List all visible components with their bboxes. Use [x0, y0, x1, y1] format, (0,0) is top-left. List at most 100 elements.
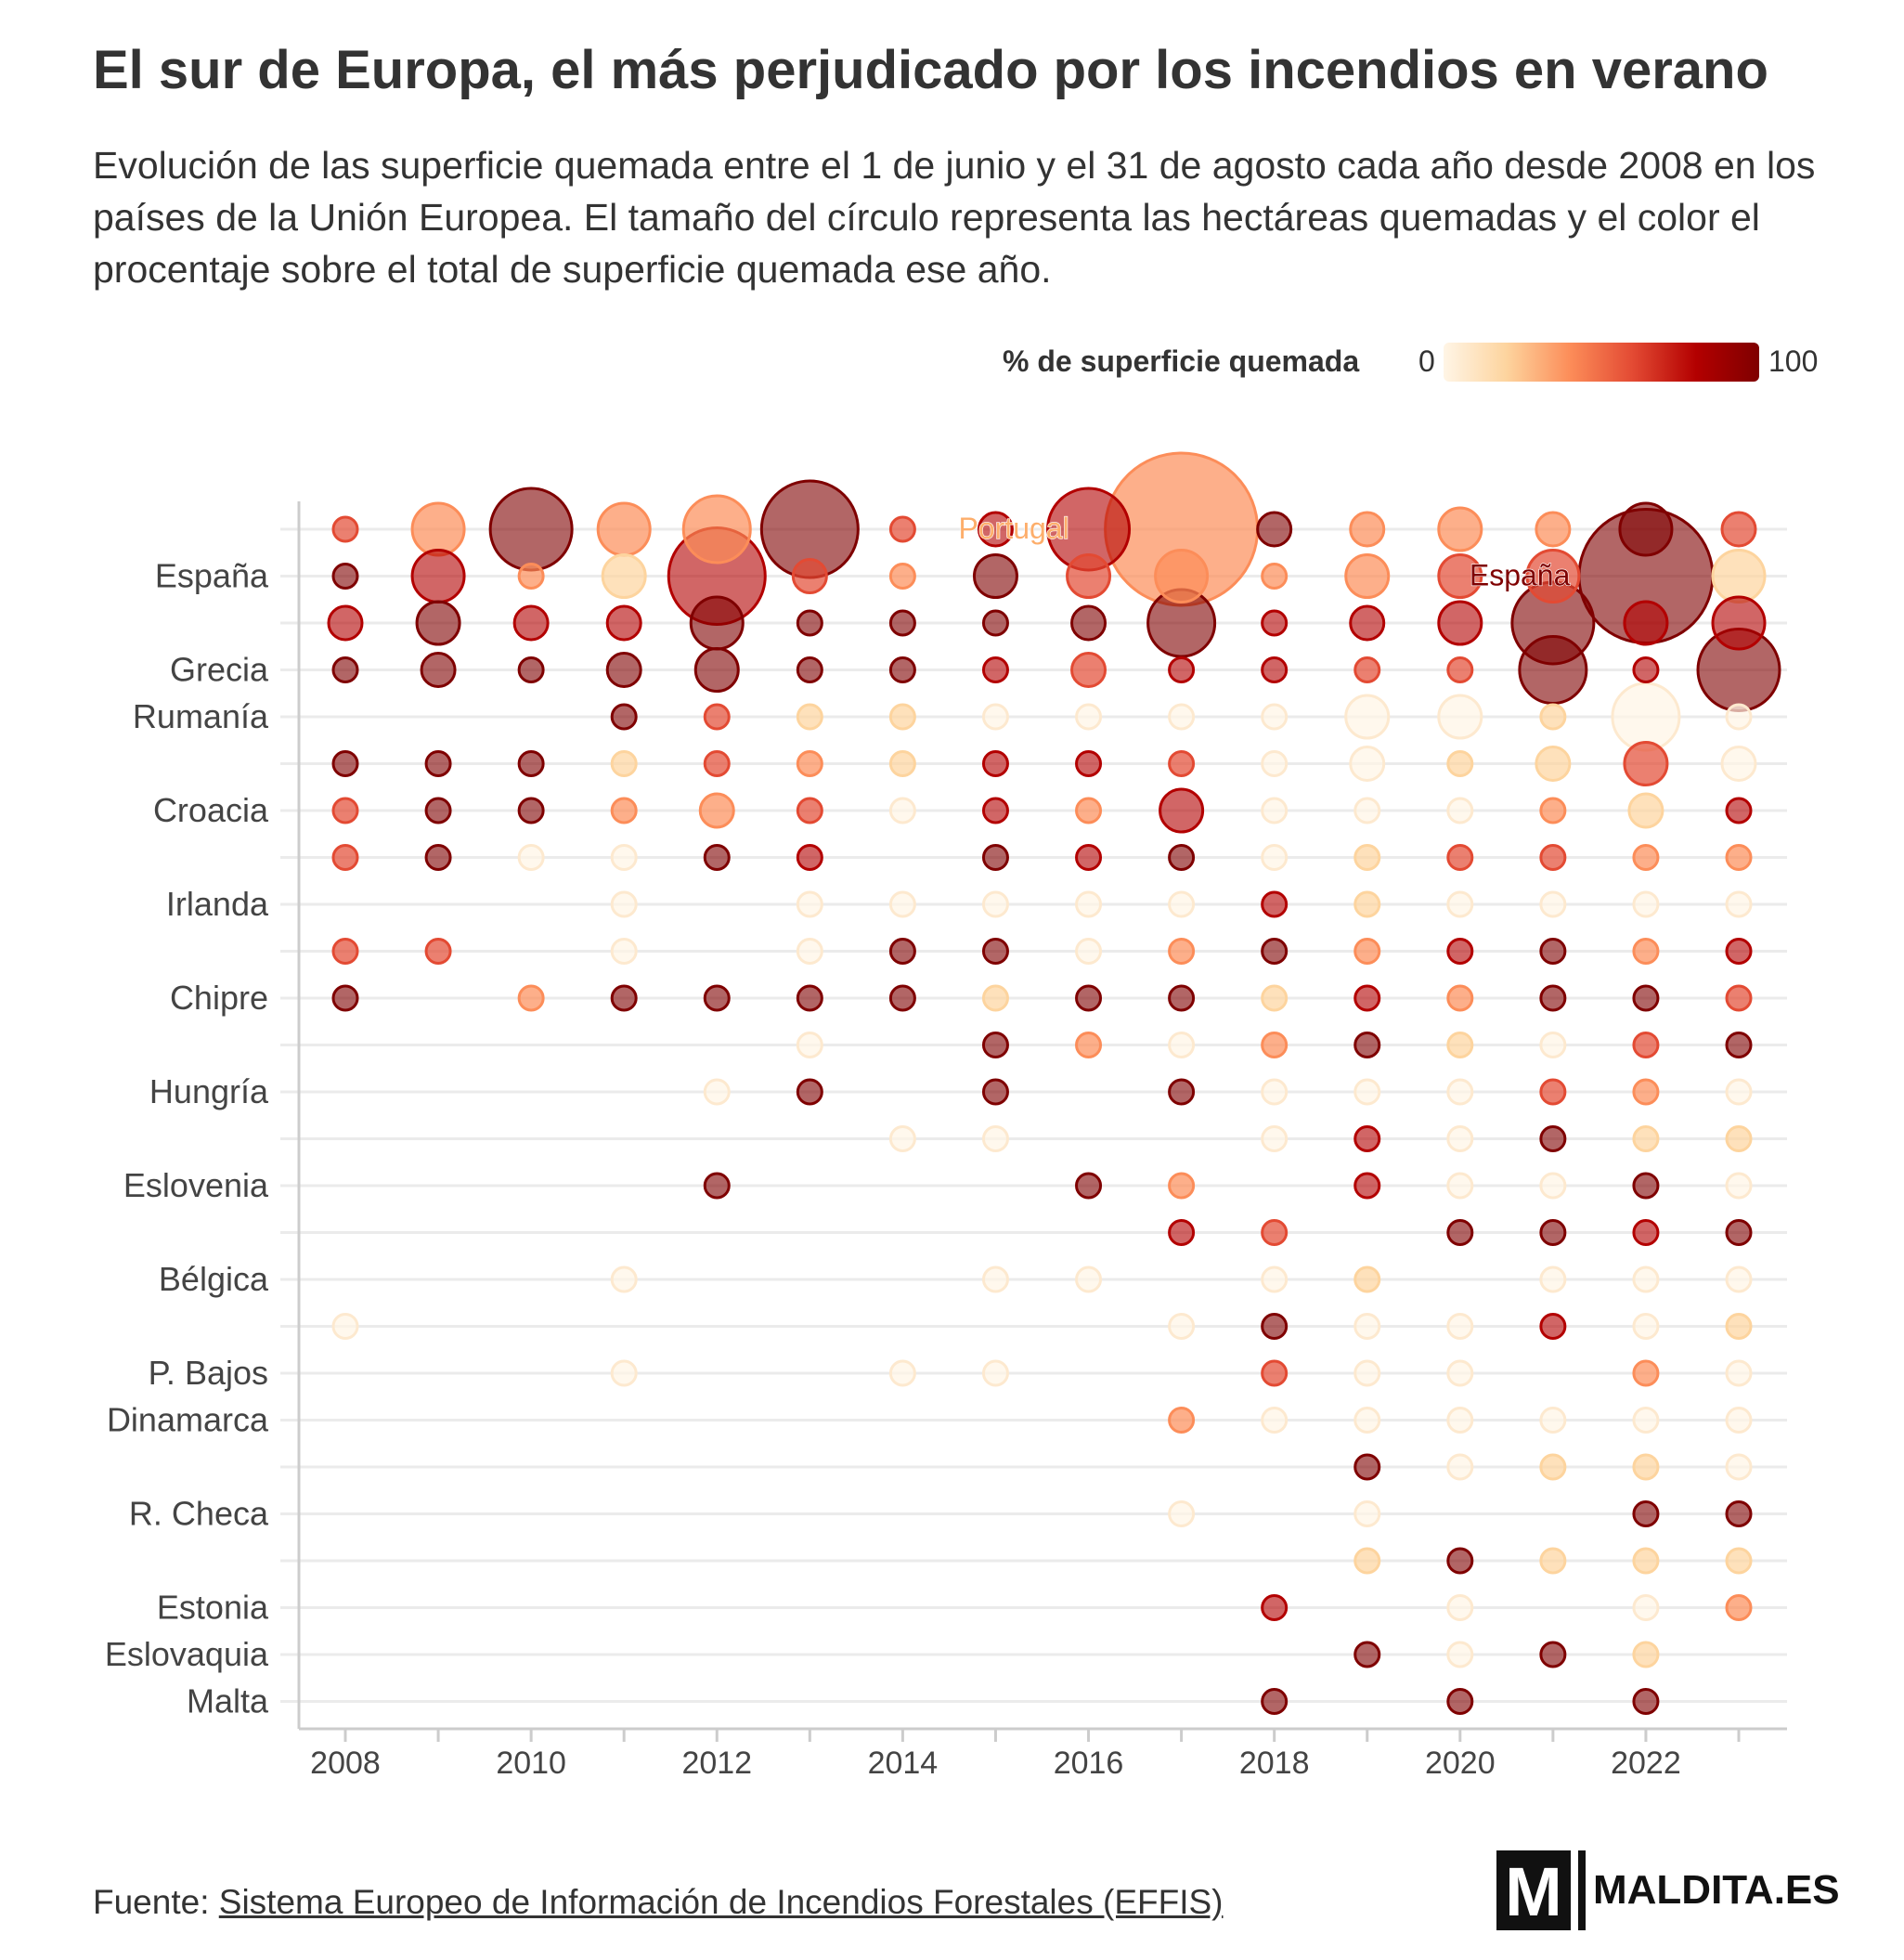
- bubble: [1075, 703, 1103, 731]
- source-link[interactable]: Sistema Europeo de Información de Incend…: [218, 1883, 1224, 1921]
- bubble: [1446, 1172, 1474, 1200]
- bubble: [1725, 797, 1753, 824]
- bubble: [1632, 1313, 1660, 1340]
- bubble: [1632, 938, 1660, 965]
- bubble: [698, 792, 735, 829]
- bubble: [1261, 609, 1289, 637]
- bubble: [888, 656, 916, 683]
- y-tick-label: Eslovaquia: [105, 1635, 269, 1673]
- bubble: [1725, 1219, 1753, 1246]
- bubble: [888, 797, 916, 824]
- bubble: [796, 938, 823, 965]
- logo-divider: [1578, 1850, 1586, 1930]
- bubble: [1168, 1313, 1196, 1340]
- bubble: [1725, 1407, 1753, 1434]
- bubble: [1539, 1453, 1567, 1481]
- x-tick-label: 2008: [310, 1746, 381, 1781]
- bubble: [1725, 844, 1753, 871]
- y-tick-label: Estonia: [157, 1589, 269, 1627]
- bubble: [981, 797, 1009, 824]
- annotations: Portugal España: [958, 511, 1571, 592]
- bubble: [1725, 1594, 1753, 1621]
- bubble: [1632, 1688, 1660, 1715]
- bubble: [1168, 1172, 1196, 1200]
- bubble: [1261, 656, 1289, 683]
- bubble: [1075, 844, 1103, 871]
- legend-max-label: 100: [1768, 344, 1819, 378]
- bubble: [1261, 938, 1289, 965]
- bubble: [605, 604, 642, 642]
- bubble: [331, 1313, 359, 1340]
- bubble: [1539, 1125, 1567, 1152]
- bubble: [1725, 1547, 1753, 1575]
- bubble: [888, 515, 916, 543]
- y-tick-label: Irlanda: [166, 885, 269, 923]
- bubble: [331, 938, 359, 965]
- bubble: [1711, 549, 1767, 604]
- bubble: [693, 647, 740, 693]
- bubble: [888, 938, 916, 965]
- bubble: [1070, 604, 1107, 642]
- bubble: [1725, 1032, 1753, 1058]
- bubble: [1725, 1453, 1753, 1481]
- y-tick-label: Chipre: [170, 979, 268, 1017]
- bubble: [610, 938, 638, 965]
- bubble: [327, 604, 364, 642]
- bubble: [1168, 890, 1196, 918]
- bubble: [796, 844, 823, 871]
- bubble: [1261, 1219, 1289, 1246]
- bubble: [981, 984, 1009, 1012]
- bubble: [1070, 652, 1107, 688]
- bubble: [1623, 741, 1669, 786]
- bubble: [1261, 1359, 1289, 1387]
- bubble: [1725, 1266, 1753, 1293]
- bubble-chart: España Grecia Rumanía Croacia Irlanda Chipre H…: [105, 451, 1787, 1781]
- bubble: [796, 609, 823, 637]
- bubble: [512, 604, 550, 642]
- bubble: [517, 656, 545, 683]
- bubble: [1168, 1407, 1196, 1434]
- bubble: [1539, 890, 1567, 918]
- bubble: [1168, 1032, 1196, 1058]
- bubble: [1354, 1547, 1381, 1575]
- bubble: [888, 750, 916, 777]
- bubble: [1354, 1313, 1381, 1340]
- annotation-label: Portugal: [959, 512, 1069, 545]
- bubble: [1261, 890, 1289, 918]
- x-tick-label: 2020: [1425, 1746, 1496, 1781]
- bubble: [331, 563, 359, 590]
- bubble: [1437, 694, 1483, 740]
- bubble: [1632, 890, 1660, 918]
- bubble: [1632, 1078, 1660, 1106]
- bubble: [1632, 1641, 1660, 1668]
- bubble: [1632, 1266, 1660, 1293]
- bubble: [1725, 890, 1753, 918]
- bubble: [1539, 1313, 1567, 1340]
- bubble: [1623, 600, 1669, 646]
- bubble: [1354, 938, 1381, 965]
- bubble: [1720, 511, 1757, 548]
- bubble: [610, 1359, 638, 1387]
- bubble: [1711, 595, 1767, 651]
- y-tick-label: P. Bajos: [149, 1354, 268, 1392]
- bubble: [703, 750, 731, 777]
- bubble: [981, 1125, 1009, 1152]
- bubble: [1261, 1125, 1289, 1152]
- bubble: [981, 890, 1009, 918]
- y-tick-label: R. Checa: [129, 1495, 269, 1533]
- bubble: [1725, 1500, 1753, 1527]
- bubble: [1354, 1078, 1381, 1106]
- legend-title: % de superficie quemada: [1003, 344, 1360, 378]
- bubble: [981, 750, 1009, 777]
- bubble: [888, 609, 916, 637]
- bubble: [1632, 1547, 1660, 1575]
- bubble: [1725, 703, 1753, 731]
- bubble: [796, 703, 823, 731]
- bubble: [610, 1266, 638, 1293]
- legend-min-label: 0: [1418, 344, 1435, 378]
- bubble: [703, 984, 731, 1012]
- y-tick-label: Dinamarca: [107, 1401, 269, 1439]
- x-tick-label: 2010: [496, 1746, 566, 1781]
- bubble: [1446, 1125, 1474, 1152]
- bubble: [689, 595, 745, 651]
